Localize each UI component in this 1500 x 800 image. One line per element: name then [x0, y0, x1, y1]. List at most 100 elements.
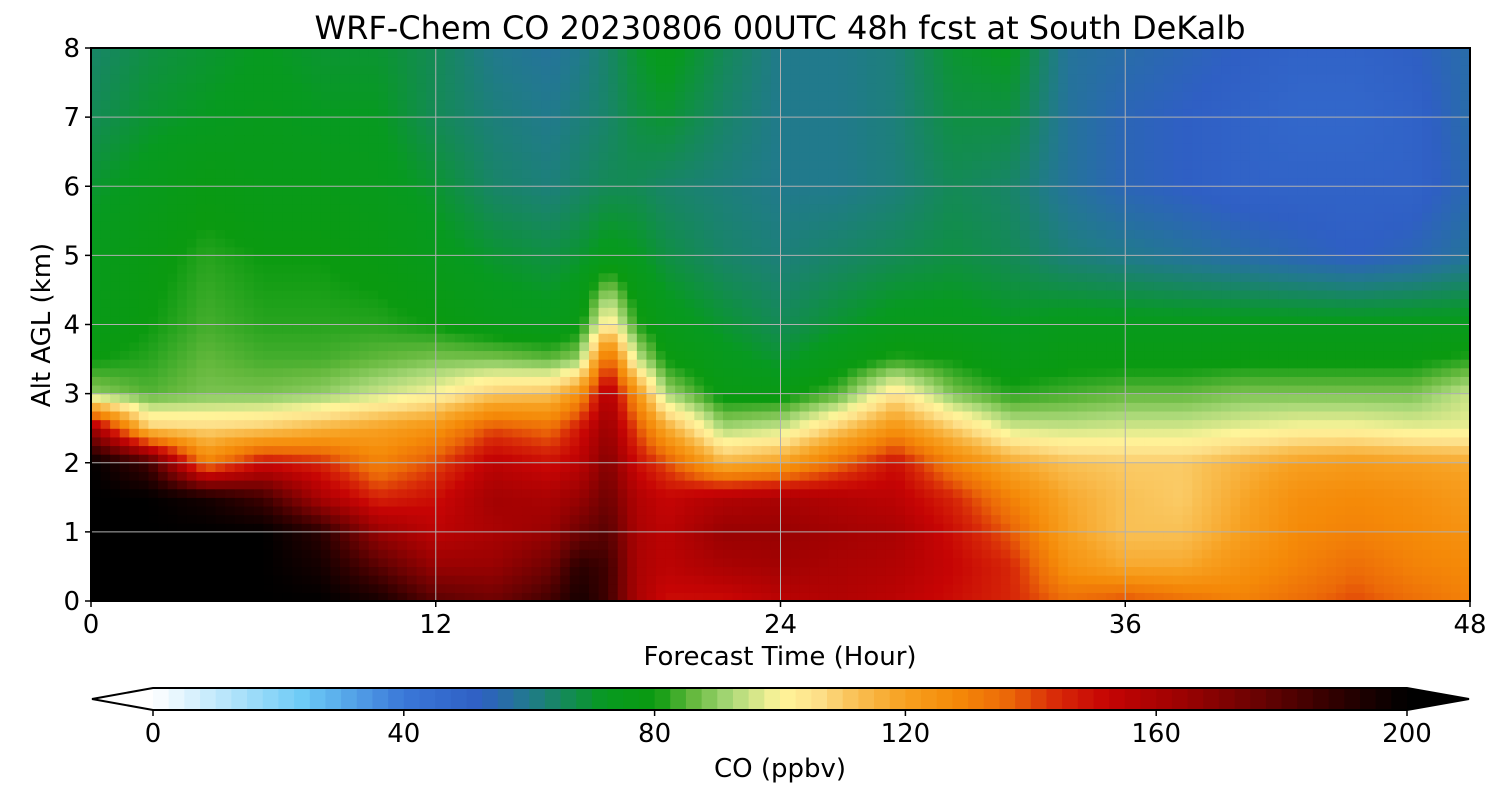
heatmap-cell [895, 376, 906, 386]
heatmap-cell [1230, 384, 1241, 395]
heatmap-cell [148, 298, 159, 308]
heatmap-cell [1402, 428, 1414, 438]
heatmap-cell [694, 592, 705, 602]
heatmap-cell [809, 333, 820, 343]
heatmap-cell [474, 428, 485, 438]
heatmap-cell [847, 549, 858, 559]
heatmap-cell [1412, 393, 1423, 403]
heatmap-cell [1163, 514, 1174, 524]
heatmap-cell [454, 445, 466, 455]
heatmap-cell [502, 341, 513, 352]
heatmap-cell [1153, 531, 1165, 542]
heatmap-cell [244, 376, 255, 386]
heatmap-cell [1364, 384, 1375, 395]
heatmap-cell [617, 540, 628, 550]
heatmap-cell [885, 341, 897, 352]
heatmap-cell [1134, 531, 1146, 542]
heatmap-cell [790, 566, 801, 576]
heatmap-cell [703, 514, 715, 524]
heatmap-cell [866, 341, 877, 352]
heatmap-cell [1441, 583, 1452, 593]
heatmap-cell [1402, 333, 1414, 343]
heatmap-cell [1125, 488, 1136, 498]
heatmap-cell [311, 583, 322, 593]
heatmap-cell [148, 341, 159, 352]
heatmap-cell [972, 315, 983, 326]
heatmap-cell [1048, 428, 1059, 438]
heatmap-cell [981, 557, 992, 568]
heatmap-cell [1086, 523, 1098, 533]
heatmap-cell [1278, 315, 1289, 326]
heatmap-cell [1326, 341, 1337, 352]
heatmap-cell [694, 410, 705, 421]
heatmap-cell [1182, 359, 1193, 369]
heatmap-cell [205, 324, 217, 334]
heatmap-cell [627, 384, 638, 395]
heatmap-cell [483, 480, 494, 490]
heatmap-cell [148, 514, 159, 524]
heatmap-cell [244, 333, 255, 343]
heatmap-cell [933, 428, 944, 438]
heatmap-cell [1240, 514, 1251, 524]
heatmap-cell [799, 454, 810, 464]
heatmap-cell [857, 531, 868, 542]
heatmap-cell [445, 454, 456, 464]
heatmap-cell [560, 471, 571, 481]
heatmap-cell [588, 531, 600, 542]
heatmap-cell [1326, 462, 1337, 472]
heatmap-cell [416, 523, 427, 533]
heatmap-cell [627, 523, 638, 533]
heatmap-cell [1383, 592, 1394, 602]
heatmap-cell [1345, 436, 1356, 447]
heatmap-cell [809, 298, 820, 308]
heatmap-cell [1288, 488, 1299, 498]
heatmap-cell [636, 488, 648, 498]
heatmap-cell [665, 367, 676, 377]
heatmap-cell [1173, 445, 1184, 455]
heatmap-cell [1393, 557, 1404, 568]
heatmap-cell [742, 384, 753, 395]
heatmap-cell [1374, 315, 1385, 326]
heatmap-cell [627, 324, 638, 334]
heatmap-cell [857, 549, 868, 559]
heatmap-cell [1192, 480, 1203, 490]
heatmap-cell [579, 488, 590, 498]
heatmap-cell [675, 410, 686, 421]
heatmap-cell [119, 436, 130, 447]
heatmap-cell [751, 549, 762, 559]
heatmap-cell [196, 557, 207, 568]
heatmap-cell [732, 359, 743, 369]
heatmap-cell [1221, 445, 1232, 455]
heatmap-cell [656, 471, 667, 481]
heatmap-cell [158, 531, 169, 542]
heatmap-cell [397, 410, 408, 421]
heatmap-cell [1106, 315, 1117, 326]
heatmap-cell [1431, 384, 1442, 395]
heatmap-cell [378, 505, 389, 516]
heatmap-cell [694, 557, 705, 568]
heatmap-cell [445, 505, 456, 516]
heatmap-cell [684, 462, 695, 472]
heatmap-cell [579, 480, 590, 490]
heatmap-cell [646, 333, 657, 343]
heatmap-cell [1450, 531, 1462, 542]
heatmap-cell [1115, 376, 1126, 386]
heatmap-cell [464, 566, 475, 576]
heatmap-cell [646, 350, 657, 360]
heatmap-cell [1278, 505, 1289, 516]
heatmap-cell [253, 454, 264, 464]
heatmap-cell [445, 497, 456, 507]
heatmap-cell [167, 540, 178, 550]
heatmap-cell [1335, 497, 1347, 507]
heatmap-cell [847, 462, 858, 472]
heatmap-cell [1115, 488, 1126, 498]
heatmap-cell [1355, 419, 1366, 429]
heatmap-cell [598, 436, 609, 447]
heatmap-cell [636, 393, 648, 403]
heatmap-cell [1106, 333, 1117, 343]
heatmap-cell [301, 583, 312, 593]
heatmap-cell [1460, 445, 1471, 455]
heatmap-cell [1134, 402, 1146, 412]
heatmap-cell [684, 367, 695, 377]
heatmap-cell [962, 307, 973, 317]
